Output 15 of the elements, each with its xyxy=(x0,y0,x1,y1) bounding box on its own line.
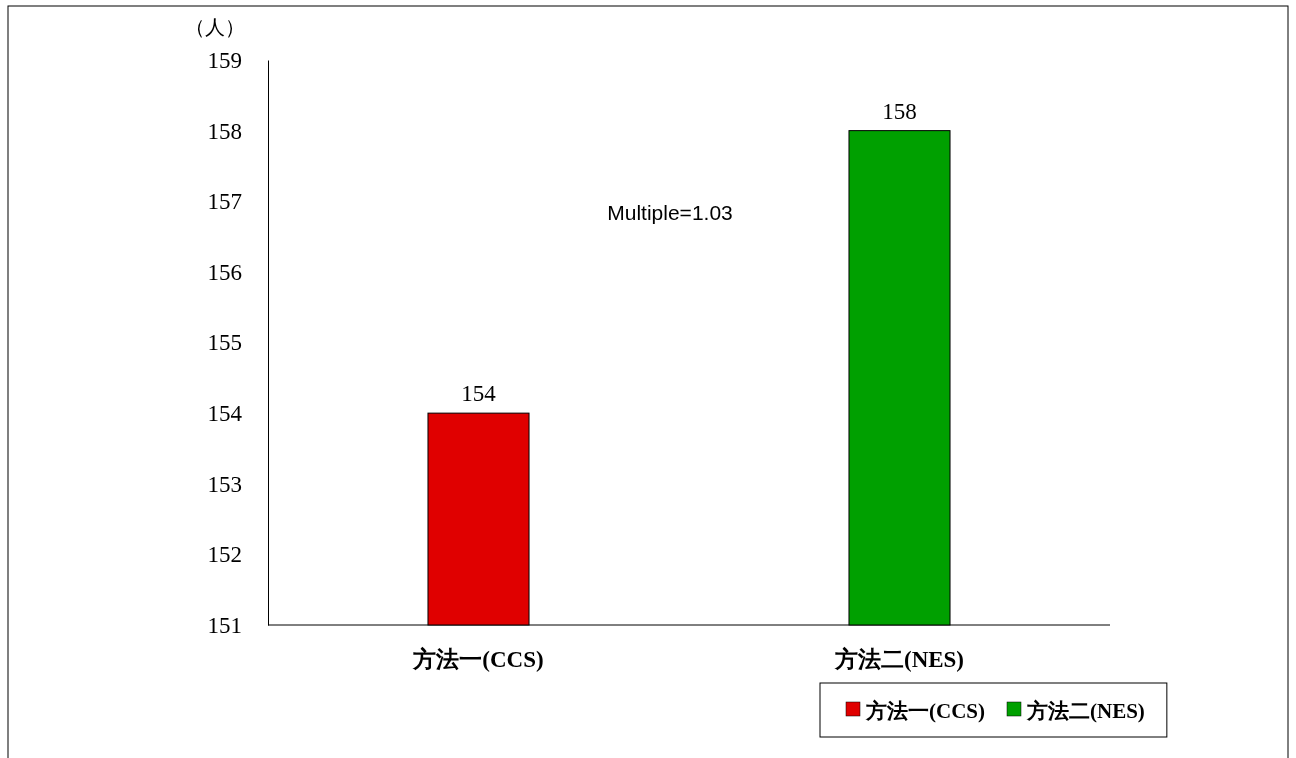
y-tick-label: 155 xyxy=(207,330,242,356)
data-label: 158 xyxy=(882,98,917,124)
y-tick-label: 159 xyxy=(207,47,242,73)
data-label: 154 xyxy=(461,381,497,407)
y-tick-label: 157 xyxy=(207,189,242,215)
y-axis-title: （人） xyxy=(185,16,245,38)
y-tick-label: 158 xyxy=(207,118,242,144)
y-tick-label: 153 xyxy=(207,471,242,497)
annotation: Multiple=1.03 xyxy=(607,201,733,224)
legend-label: 方法二(NES) xyxy=(1026,699,1145,723)
y-tick-label: 152 xyxy=(207,542,242,568)
legend-label: 方法一(CCS) xyxy=(865,699,985,723)
y-tick-label: 154 xyxy=(207,400,243,426)
y-tick-label: 156 xyxy=(207,259,242,285)
y-tick-label: 151 xyxy=(207,612,242,638)
